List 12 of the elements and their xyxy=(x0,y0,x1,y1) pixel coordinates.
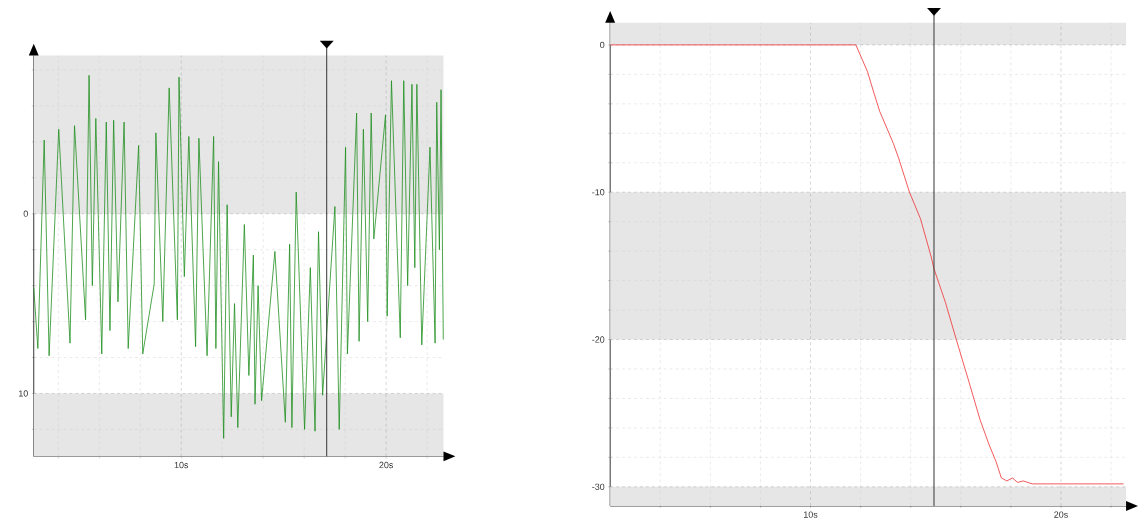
y-tick-label: -20 xyxy=(592,336,605,343)
x-tick-label: 20s xyxy=(1054,511,1068,518)
y-tick-label: -10 xyxy=(592,189,605,196)
y-tick-label: -30 xyxy=(592,483,605,491)
y-tick-label: 0 xyxy=(23,210,28,217)
x-tick-label: 10s xyxy=(174,461,189,469)
x-tick-label: 10s xyxy=(804,511,818,518)
line-series xyxy=(609,44,1124,485)
y-tick-label: 0 xyxy=(600,41,605,49)
y-tick-label: 10 xyxy=(19,390,28,397)
line-series xyxy=(33,75,444,439)
x-tick-label: 20s xyxy=(379,461,393,469)
